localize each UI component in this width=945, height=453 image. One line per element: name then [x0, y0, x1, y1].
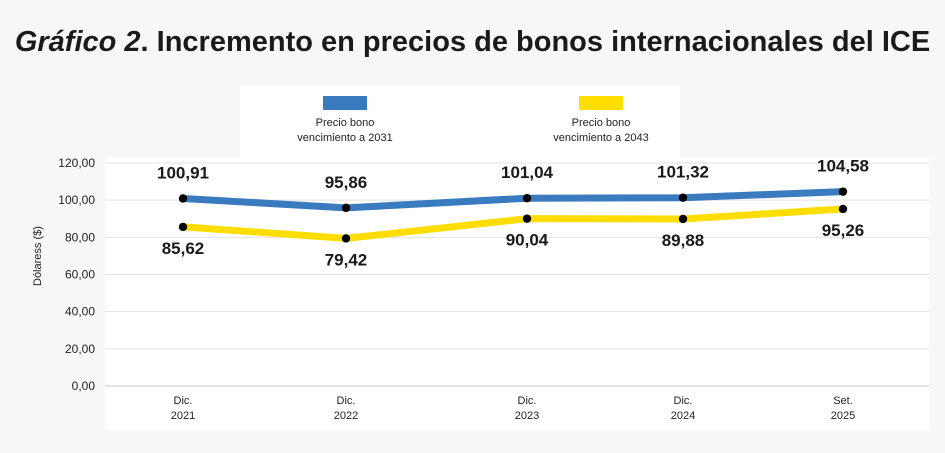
data-point: [341, 234, 351, 243]
x-tick-label: 2025: [831, 410, 855, 422]
legend-swatch-2031: [323, 96, 367, 110]
data-point: [838, 204, 848, 214]
y-tick-label: 0,00: [72, 379, 96, 393]
x-tick-label: Dic.: [518, 395, 537, 407]
y-tick-label: 100,00: [58, 193, 95, 207]
legend-label-2031-line2: vencimiento a 2031: [297, 132, 393, 144]
legend-swatch-2043: [579, 96, 623, 110]
chart-title: Gráfico 2. Incremento en precios de bono…: [0, 26, 945, 59]
y-tick-label: 60,00: [65, 268, 95, 282]
x-tick-label: Dic.: [674, 395, 693, 407]
y-tick-label: 20,00: [65, 342, 95, 356]
legend-item-2031: Precio bono vencimiento a 2031: [280, 96, 410, 146]
x-tick-label: Dic.: [174, 395, 193, 407]
legend-item-2043: Precio bono vencimiento a 2043: [536, 96, 666, 146]
data-point: [178, 194, 188, 203]
y-tick-label: 80,00: [65, 230, 95, 244]
data-label: 100,91: [157, 163, 209, 182]
chart-title-prefix: Gráfico 2: [14, 26, 141, 58]
data-point: [522, 194, 532, 203]
legend-label-2031: Precio bono vencimiento a 2031: [280, 116, 410, 146]
x-tick-label: Set.: [833, 395, 853, 407]
data-label: 85,62: [162, 239, 205, 258]
data-label: 101,32: [657, 163, 709, 182]
x-tick-label: 2024: [671, 410, 695, 422]
legend-label-2043-line2: vencimiento a 2043: [553, 132, 649, 144]
x-tick-label: 2023: [515, 410, 539, 422]
legend-label-2043-line1: Precio bono: [571, 117, 631, 129]
x-tick-label: 2022: [334, 410, 358, 422]
data-point: [522, 214, 532, 223]
data-point: [341, 203, 351, 213]
x-tick-label: Dic.: [337, 395, 356, 407]
y-tick-label: 40,00: [65, 305, 95, 319]
data-label: 95,26: [822, 221, 865, 240]
legend: Precio bono vencimiento a 2031 Precio bo…: [240, 86, 680, 158]
data-label: 90,04: [506, 231, 549, 250]
data-label: 89,88: [662, 231, 705, 250]
y-tick-label: 120,00: [58, 156, 95, 170]
data-label: 101,04: [501, 163, 554, 182]
legend-label-2031-line1: Precio bono: [315, 117, 375, 129]
x-tick-label: 2021: [171, 410, 195, 422]
legend-label-2043: Precio bono vencimiento a 2043: [536, 116, 666, 146]
data-point: [678, 214, 688, 224]
chart-title-text: . Incremento en precios de bonos interna…: [140, 26, 931, 58]
data-label: 79,42: [325, 250, 368, 269]
data-label: 95,86: [325, 173, 368, 192]
data-point: [838, 187, 848, 196]
data-point: [678, 193, 688, 202]
data-point: [178, 222, 188, 232]
data-label: 104,58: [817, 157, 869, 176]
